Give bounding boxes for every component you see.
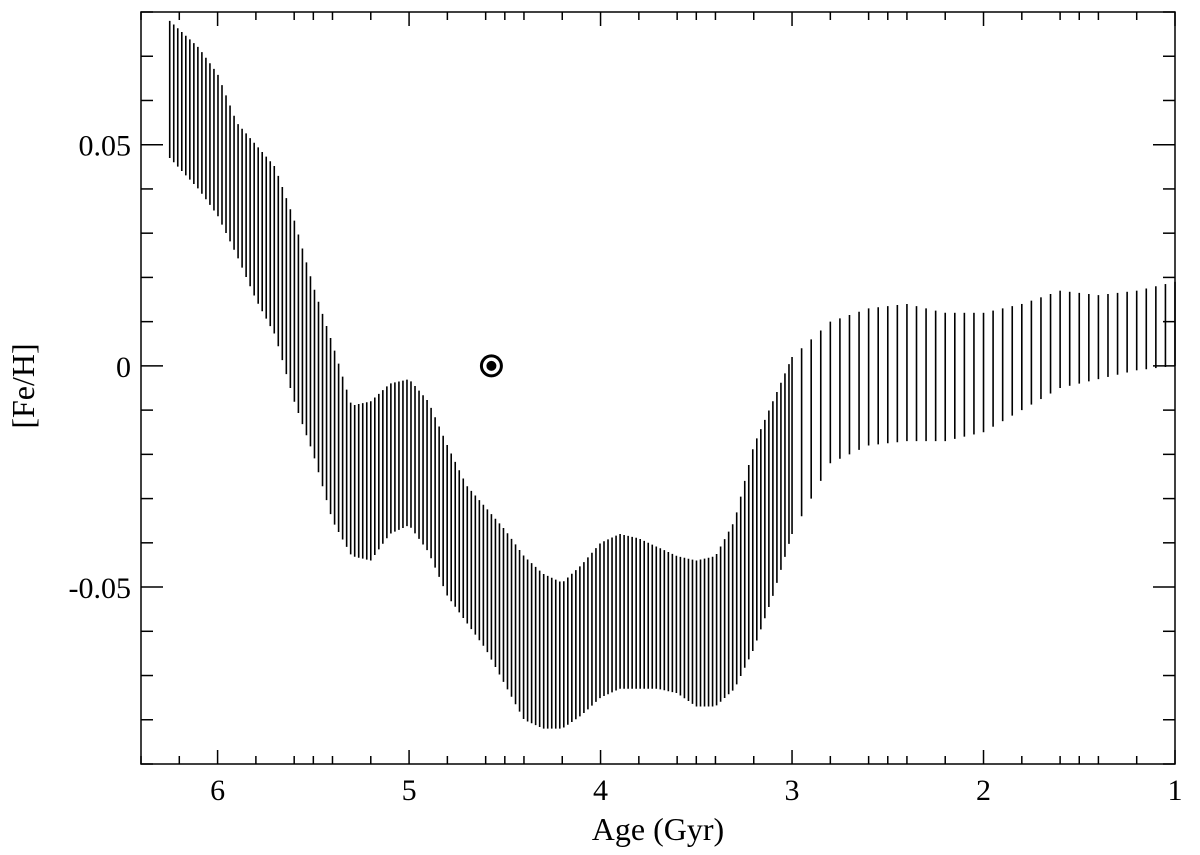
x-tick-label: 6 (210, 774, 225, 807)
x-axis-title: Age (Gyr) (592, 811, 724, 847)
x-tick-label: 3 (785, 774, 800, 807)
x-tick-label: 4 (593, 774, 608, 807)
y-axis: 0.05 0 -0.05 (69, 11, 1175, 765)
plot-frame (140, 11, 1176, 765)
x-tick-label: 5 (402, 774, 417, 807)
x-tick-label: 1 (1168, 774, 1183, 807)
y-tick-label: -0.05 (69, 572, 132, 605)
y-tick-label: 0 (116, 351, 131, 384)
x-tick-label: 2 (976, 774, 991, 807)
sun-marker-dot (486, 360, 497, 371)
y-tick-label: 0.05 (79, 130, 132, 163)
range-bars (168, 20, 1176, 729)
x-axis: 6 5 4 3 2 1 (140, 12, 1183, 807)
y-axis-title: [Fe/H] (5, 343, 41, 428)
markers (479, 354, 503, 378)
